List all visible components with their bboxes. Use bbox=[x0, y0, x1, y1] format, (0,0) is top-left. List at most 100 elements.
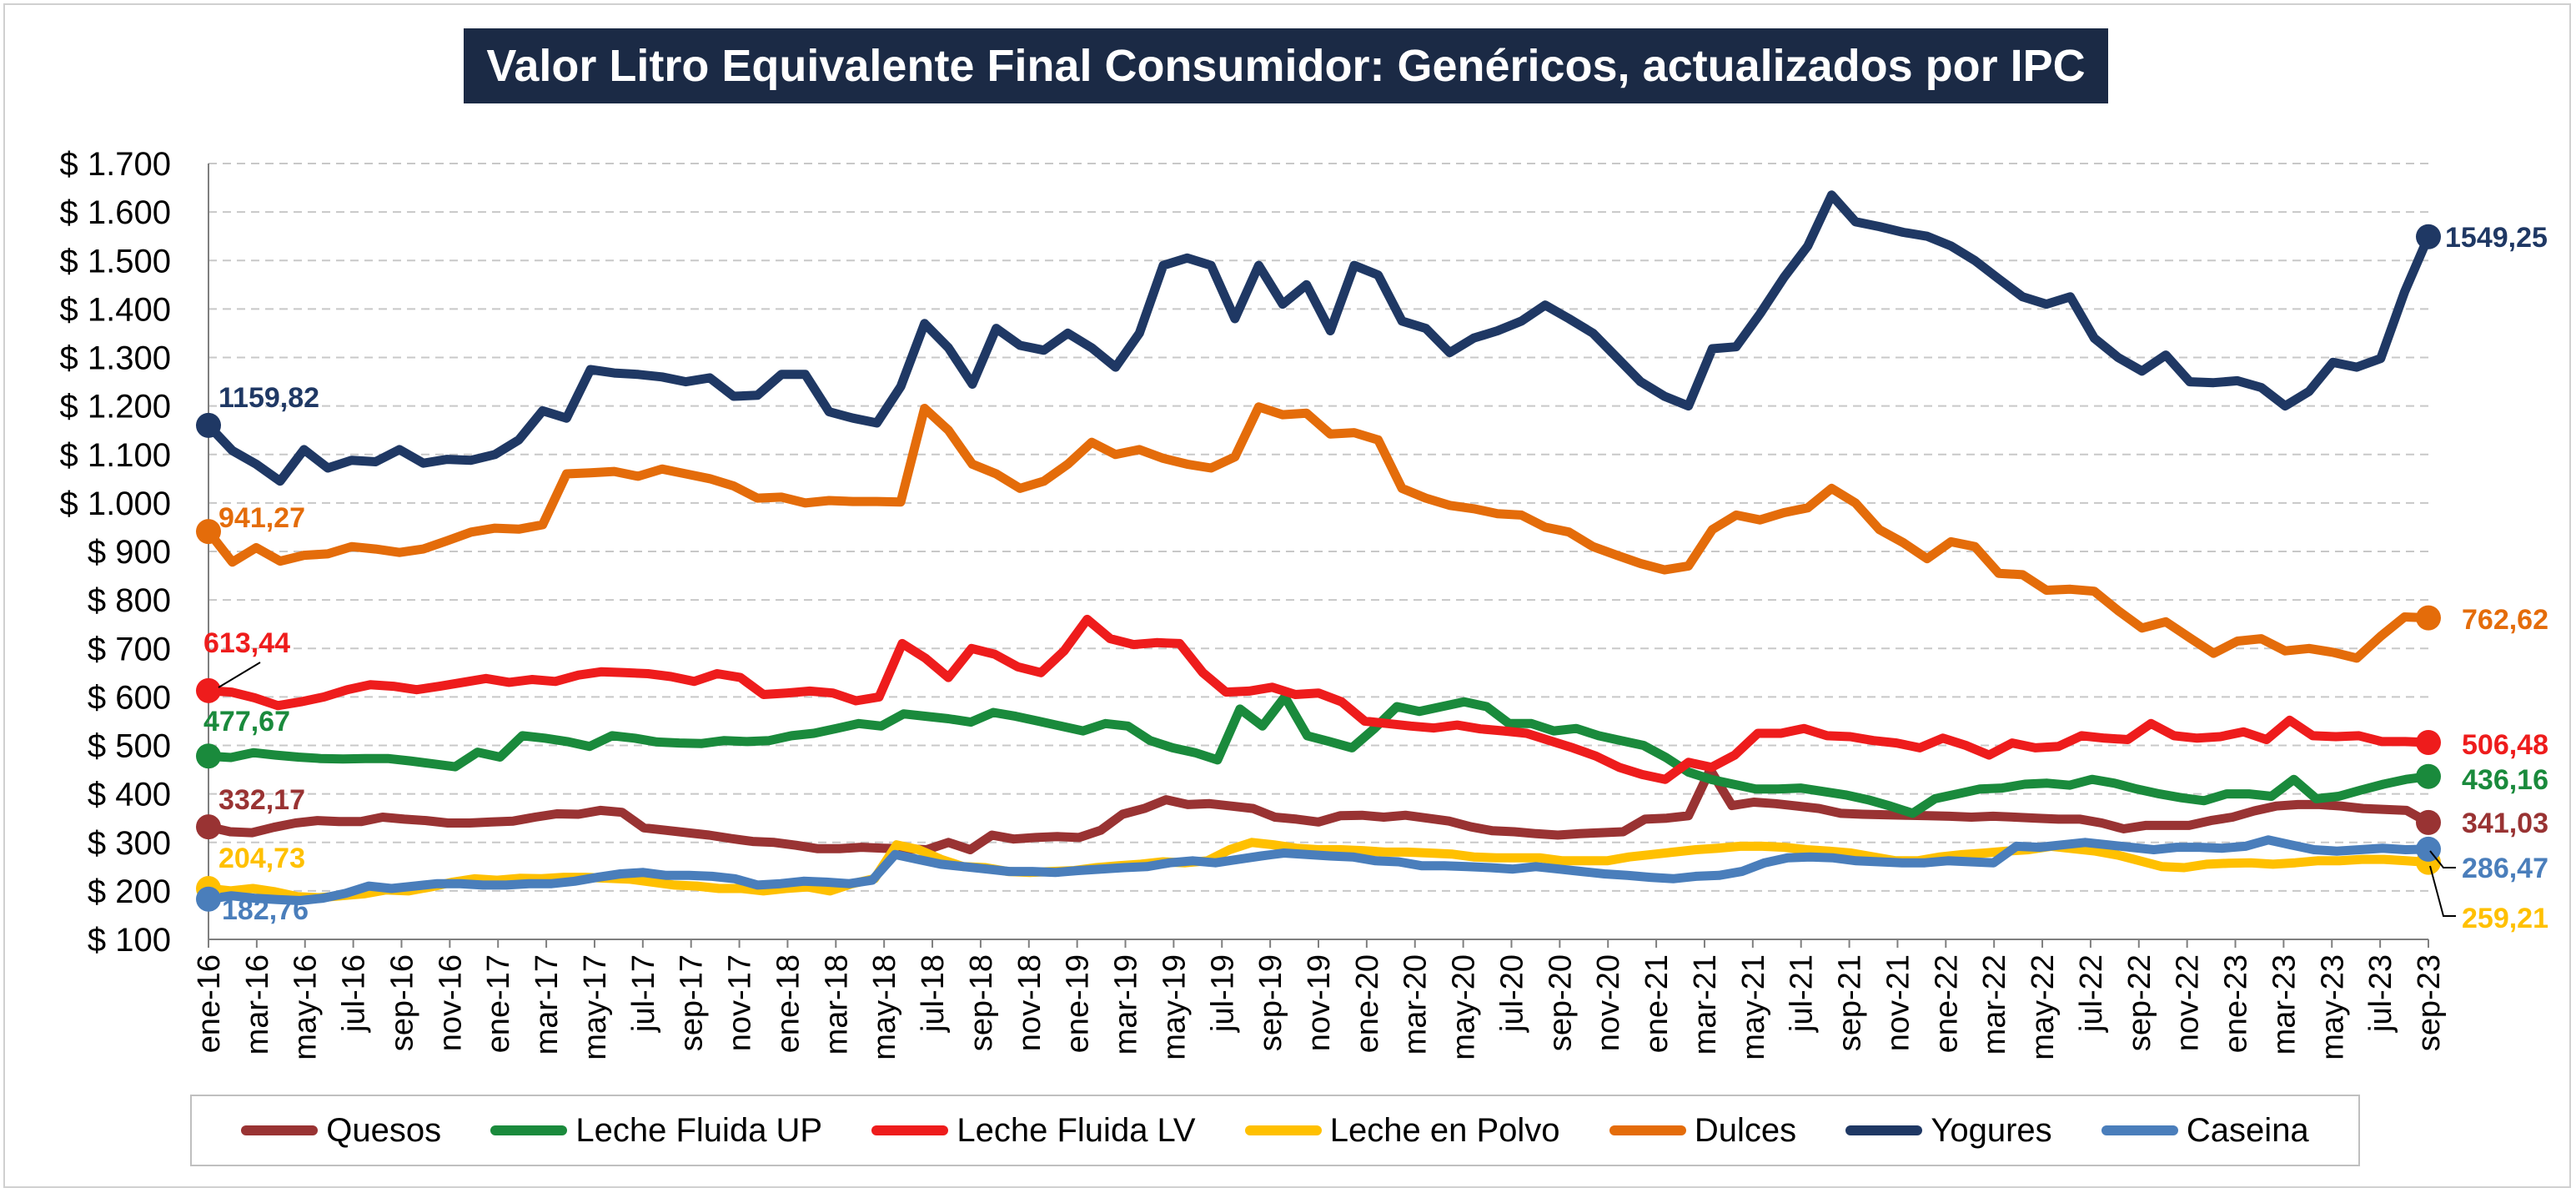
legend-label: Dulces bbox=[1694, 1111, 1797, 1149]
x-tick-label: nov-17 bbox=[723, 954, 758, 1051]
x-tick-label: may-16 bbox=[289, 954, 324, 1060]
x-tick-label: mar-22 bbox=[1977, 954, 2012, 1055]
x-tick-label: sep-17 bbox=[675, 954, 710, 1051]
leader-line bbox=[218, 662, 261, 688]
legend-item: Yogures bbox=[1845, 1111, 2052, 1150]
y-tick-label: $ 1.700 bbox=[60, 146, 171, 183]
legend-swatch bbox=[1609, 1125, 1686, 1135]
end-marker bbox=[2416, 730, 2441, 756]
x-tick-label: mar-18 bbox=[819, 954, 854, 1055]
x-tick-label: ene-23 bbox=[2219, 954, 2254, 1053]
legend-label: Quesos bbox=[326, 1111, 442, 1149]
legend-item: Leche Fluida UP bbox=[490, 1112, 822, 1150]
x-tick-label: ene-19 bbox=[1061, 954, 1096, 1053]
data-label: 762,62 bbox=[2462, 604, 2548, 636]
x-tick-label: jul-19 bbox=[1205, 954, 1240, 1033]
legend-item: Leche Fluida LV bbox=[871, 1111, 1196, 1150]
data-label: 941,27 bbox=[218, 502, 305, 534]
x-tick-label: jul-21 bbox=[1785, 954, 1820, 1033]
x-tick-label: may-18 bbox=[867, 954, 902, 1060]
start-marker bbox=[196, 814, 221, 840]
x-tick-label: mar-23 bbox=[2267, 954, 2302, 1055]
y-tick-label: $ 1.600 bbox=[60, 194, 171, 231]
leader-line bbox=[2429, 850, 2456, 868]
x-tick-label: sep-20 bbox=[1543, 954, 1578, 1051]
x-tick-label: jul-22 bbox=[2074, 954, 2109, 1033]
legend-label: Leche Fluida UP bbox=[575, 1111, 823, 1149]
x-tick-label: nov-22 bbox=[2171, 954, 2206, 1051]
y-tick-label: $ 1.200 bbox=[60, 389, 171, 425]
x-tick-label: sep-18 bbox=[964, 954, 999, 1051]
x-tick-label: mar-20 bbox=[1398, 954, 1434, 1055]
legend-swatch bbox=[490, 1125, 568, 1135]
x-tick-label: ene-21 bbox=[1640, 954, 1675, 1053]
x-tick-label: ene-16 bbox=[192, 954, 227, 1053]
x-tick-label: jul-20 bbox=[1494, 954, 1529, 1033]
end-marker bbox=[2416, 224, 2441, 249]
data-label: 506,48 bbox=[2462, 729, 2548, 761]
y-tick-label: $ 200 bbox=[88, 873, 171, 910]
y-tick-label: $ 500 bbox=[88, 728, 171, 765]
legend-swatch bbox=[1244, 1125, 1322, 1135]
data-label: 341,03 bbox=[2462, 808, 2548, 839]
x-tick-label: nov-20 bbox=[1591, 954, 1626, 1051]
y-tick-label: $ 100 bbox=[88, 922, 171, 959]
data-label: 477,67 bbox=[203, 706, 290, 737]
legend-label: Yogures bbox=[1931, 1111, 2052, 1149]
data-label: 182,76 bbox=[222, 894, 309, 926]
legend-item: Dulces bbox=[1609, 1112, 1796, 1150]
y-tick-label: $ 1.100 bbox=[60, 437, 171, 474]
x-tick-label: ene-17 bbox=[481, 954, 516, 1053]
end-marker bbox=[2416, 836, 2441, 862]
data-label: 204,73 bbox=[218, 843, 305, 874]
leader-line bbox=[2429, 865, 2456, 917]
chart-title: Valor Litro Equivalente Final Consumidor… bbox=[486, 41, 2086, 91]
x-tick-label: nov-16 bbox=[433, 954, 468, 1051]
x-tick-label: sep-21 bbox=[1833, 954, 1868, 1051]
series-line-quesos bbox=[203, 765, 2433, 854]
x-tick-label: may-19 bbox=[1157, 954, 1192, 1060]
legend-label: Leche Fluida LV bbox=[957, 1111, 1196, 1149]
x-tick-label: sep-23 bbox=[2412, 954, 2447, 1051]
chart-title-box: Valor Litro Equivalente Final Consumidor… bbox=[464, 28, 2108, 103]
legend-swatch bbox=[1845, 1125, 1923, 1135]
start-marker bbox=[196, 886, 221, 912]
x-tick-label: nov-18 bbox=[1012, 954, 1047, 1051]
x-tick-label: mar-19 bbox=[1109, 954, 1144, 1055]
chart-frame bbox=[3, 3, 2571, 1188]
series-line-caseina bbox=[203, 835, 2433, 905]
y-tick-label: $ 1.500 bbox=[60, 243, 171, 279]
data-label: 332,17 bbox=[218, 784, 305, 816]
x-tick-label: jul-16 bbox=[337, 954, 372, 1033]
y-tick-label: $ 600 bbox=[88, 679, 171, 716]
series-line-leche-fluida-up bbox=[203, 692, 2433, 818]
x-tick-label: jul-18 bbox=[916, 954, 951, 1033]
start-marker bbox=[196, 412, 221, 438]
x-tick-label: may-22 bbox=[2026, 954, 2061, 1060]
legend-swatch bbox=[241, 1125, 319, 1135]
x-tick-label: nov-19 bbox=[1302, 954, 1337, 1051]
legend-label: Caseina bbox=[2186, 1111, 2309, 1149]
x-tick-label: jul-17 bbox=[626, 954, 661, 1033]
legend-label: Leche en Polvo bbox=[1329, 1111, 1560, 1149]
data-label: 613,44 bbox=[203, 627, 290, 659]
legend-swatch bbox=[871, 1125, 949, 1135]
x-tick-label: mar-17 bbox=[530, 954, 565, 1055]
end-marker bbox=[2416, 763, 2441, 789]
y-tick-label: $ 1.400 bbox=[60, 291, 171, 328]
x-tick-label: ene-22 bbox=[1929, 954, 1964, 1053]
y-tick-label: $ 700 bbox=[88, 631, 171, 667]
y-tick-label: $ 900 bbox=[88, 534, 171, 571]
legend-item: Caseina bbox=[2101, 1112, 2309, 1150]
y-tick-label: $ 800 bbox=[88, 582, 171, 619]
start-marker bbox=[196, 519, 221, 545]
x-tick-label: jul-23 bbox=[2363, 954, 2398, 1033]
data-label: 286,47 bbox=[2462, 853, 2548, 884]
x-tick-label: sep-22 bbox=[2122, 954, 2157, 1051]
x-tick-label: mar-16 bbox=[240, 954, 275, 1055]
start-marker bbox=[196, 743, 221, 769]
x-tick-label: sep-19 bbox=[1253, 954, 1288, 1051]
y-tick-label: $ 1.300 bbox=[60, 340, 171, 377]
end-marker bbox=[2416, 809, 2441, 835]
